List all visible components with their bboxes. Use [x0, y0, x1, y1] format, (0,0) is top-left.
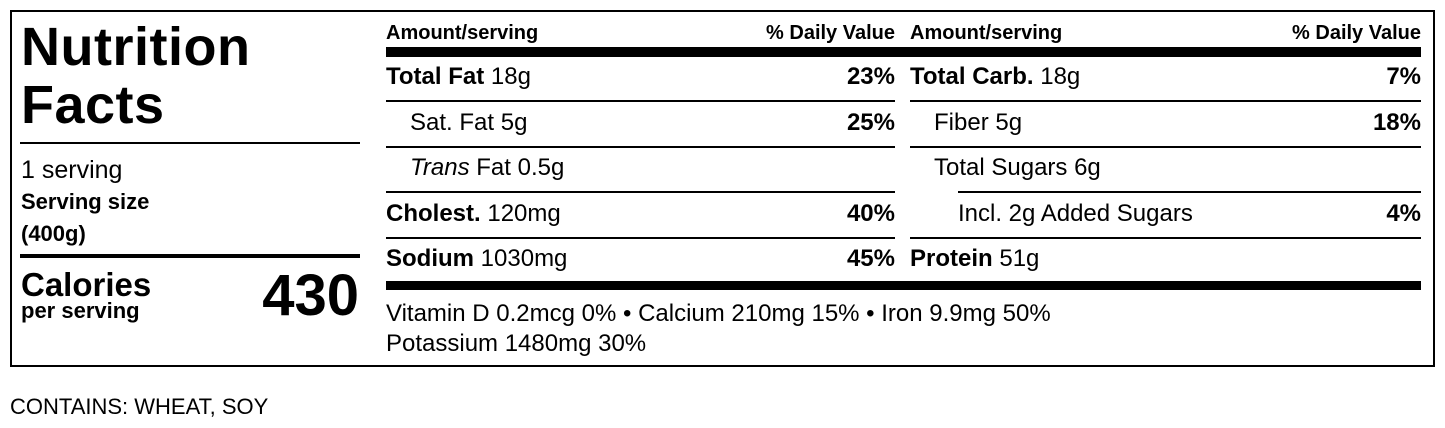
nutrient-amount: 6g [1074, 154, 1101, 181]
nutrient-amount: 18g [1040, 63, 1081, 90]
vitamins-line: Potassium 1480mg 30% [386, 330, 646, 358]
calories-label: Calories [21, 266, 152, 303]
rule [386, 281, 1421, 290]
daily-value: 18% [1372, 108, 1421, 136]
nutrient-name: Fat [476, 154, 511, 181]
nutrient-name: Sodium [386, 245, 474, 272]
nutrient-name: Incl. 2g Added Sugars [958, 199, 1193, 227]
daily-value: 7% [1386, 63, 1421, 90]
servings: 1 serving [21, 156, 123, 184]
nutrient-row: Trans Fat 0.5g [410, 154, 564, 182]
daily-value: 40% [846, 199, 895, 227]
nutrient-name: Protein [910, 245, 993, 272]
nutrient-amount: 120mg [487, 199, 561, 227]
calories-value: 430 [262, 263, 359, 328]
nutrient-amount: 18g [490, 63, 531, 90]
rule [386, 100, 895, 102]
vitamin-item: Iron 9.9mg 50% [881, 300, 1051, 327]
rule [386, 47, 910, 57]
daily-value: 23% [846, 63, 895, 90]
vitamins-line: Vitamin D 0.2mcg 0% • Calcium 210mg 15% … [386, 300, 1051, 327]
title: Nutrition Facts [21, 17, 251, 135]
rule [910, 236, 1421, 239]
nutrient-name: Cholest. [386, 199, 481, 227]
daily-value: 4% [1386, 199, 1421, 227]
header-dv: % Daily Value [766, 22, 895, 44]
rule [386, 191, 895, 193]
nutrient-row: Protein 51g [910, 245, 1039, 273]
nutrient-name: Total Sugars [934, 154, 1068, 181]
nutrient-name: Fiber [934, 108, 989, 136]
vitamin-item: Vitamin D 0.2mcg 0% [386, 300, 617, 327]
nutrient-row: Total Sugars 6g [934, 154, 1101, 182]
nutrient-row: Sodium 1030mg [386, 245, 567, 273]
header-dv: % Daily Value [1292, 22, 1421, 44]
nutrient-row: Total Carb. 18g [910, 63, 1080, 91]
nutrient-amount: 0.5g [517, 154, 565, 181]
nutrient-row: Cholest. 120mg [386, 200, 561, 228]
rule [910, 145, 1421, 148]
daily-value: 25% [846, 108, 895, 136]
rule [20, 142, 360, 144]
serving-size-value: (400g) [21, 221, 86, 246]
header-amount: Amount/serving [386, 22, 539, 44]
vitamin-item: Potassium 1480mg 30% [386, 330, 647, 357]
nutrient-name-italic: Trans [410, 154, 470, 181]
nutrient-name: Total Fat [386, 63, 485, 90]
rule [20, 254, 360, 258]
rule [958, 191, 1421, 193]
nutrient-amount: 5g [500, 108, 528, 136]
nutrient-row: Total Fat 18g [386, 63, 531, 91]
nutrient-row: Fiber 5g [934, 109, 1022, 137]
serving-size-label: Serving size [21, 189, 150, 214]
nutrient-amount: 1030mg [480, 245, 568, 272]
nutrient-name: Sat. Fat [410, 108, 495, 136]
rule [386, 236, 895, 239]
header-amount: Amount/serving [910, 22, 1063, 44]
nutrient-amount: 5g [995, 108, 1023, 136]
vitamin-item: Calcium 210mg 15% [638, 300, 860, 327]
calories-sublabel: per serving [21, 298, 140, 323]
allergens: CONTAINS: WHEAT, SOY [10, 394, 269, 419]
rule [386, 145, 895, 148]
nutrient-row: Incl. 2g Added Sugars [958, 200, 1193, 228]
daily-value: 45% [846, 245, 895, 272]
label-border [10, 10, 1435, 367]
nutrient-row: Sat. Fat 5g [410, 109, 527, 137]
nutrient-name: Total Carb. [910, 63, 1034, 90]
rule [910, 100, 1421, 102]
nutrient-amount: 51g [999, 245, 1040, 272]
rule [910, 47, 1421, 57]
